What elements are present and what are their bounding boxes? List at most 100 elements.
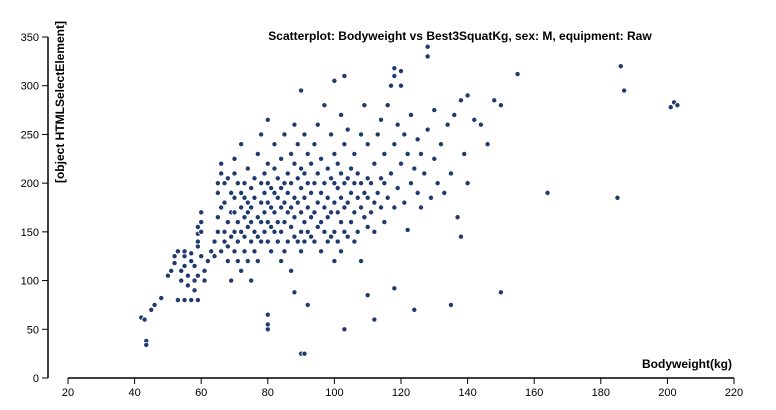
scatter-point (334, 160, 341, 167)
scatter-point (424, 53, 431, 60)
scatter-point (351, 209, 358, 216)
scatter-point (497, 289, 504, 296)
scatter-point (258, 238, 265, 245)
scatter-point (221, 180, 228, 187)
scatter-point (331, 199, 338, 206)
scatter-point (667, 104, 674, 111)
scatter-point (338, 170, 345, 177)
scatter-point (221, 228, 228, 235)
scatter-point (318, 248, 325, 255)
scatter-point (284, 170, 291, 177)
scatter-point (341, 141, 348, 148)
scatter-point (417, 204, 424, 211)
scatter-point (214, 214, 221, 221)
scatter-point (288, 180, 295, 187)
scatter-point (321, 204, 328, 211)
scatter-point (344, 199, 351, 206)
scatter-point (331, 228, 338, 235)
scatter-point (171, 260, 178, 267)
scatter-point (311, 238, 318, 245)
scatter-point (194, 223, 201, 230)
scatter-point (268, 185, 275, 192)
scatter-point (321, 228, 328, 235)
scatter-point (251, 175, 258, 182)
scatter-point (324, 238, 331, 245)
scatter-point (324, 214, 331, 221)
scatter-point (241, 233, 248, 240)
scatter-point (264, 219, 271, 226)
scatter-point (331, 150, 338, 157)
scatter-point (411, 165, 418, 172)
scatter-point (188, 258, 195, 265)
scatter-point (348, 165, 355, 172)
scatter-point (344, 233, 351, 240)
scatter-point (388, 82, 395, 89)
scatter-point (394, 185, 401, 192)
scatter-point (241, 180, 248, 187)
scatter-point (371, 316, 378, 323)
scatter-point (351, 180, 358, 187)
scatter-point (231, 170, 238, 177)
scatter-point (344, 126, 351, 133)
scatter-point (437, 141, 444, 148)
scatter-point (284, 238, 291, 245)
scatter-point (447, 170, 454, 177)
scatter-point (354, 170, 361, 177)
scatter-point (291, 233, 298, 240)
scatter-point (204, 258, 211, 265)
scatter-point (334, 238, 341, 245)
scatter-point (324, 165, 331, 172)
scatter-point (314, 223, 321, 230)
scatter-point (351, 238, 358, 245)
scatter-point (171, 253, 178, 260)
scatter-point (674, 102, 681, 109)
scatter-point (308, 160, 315, 167)
scatter-point (414, 189, 421, 196)
scatter-point (338, 248, 345, 255)
scatter-point (414, 136, 421, 143)
scatter-point (431, 155, 438, 162)
scatter-point (288, 267, 295, 274)
scatter-point (364, 175, 371, 182)
scatter-point (201, 267, 208, 274)
scatter-point (464, 92, 471, 99)
scatter-point (271, 209, 278, 216)
scatter-point (151, 301, 158, 308)
scatter-point (404, 150, 411, 157)
scatter-point (291, 214, 298, 221)
scatter-point (244, 199, 251, 206)
scatter-point (354, 194, 361, 201)
scatter-point (298, 185, 305, 192)
scatter-point (391, 204, 398, 211)
scatter-point (328, 131, 335, 138)
scatter-point (214, 228, 221, 235)
scatter-point (374, 189, 381, 196)
scatter-point (248, 238, 255, 245)
points-layer (138, 43, 681, 357)
scatter-point (224, 219, 231, 226)
scatter-point (364, 194, 371, 201)
scatter-point (181, 262, 188, 269)
scatter-point (421, 170, 428, 177)
scatter-point (238, 267, 245, 274)
scatter-point (384, 102, 391, 109)
x-axis-title: Bodyweight(kg) (642, 357, 732, 371)
scatter-point (244, 223, 251, 230)
scatter-point (218, 248, 225, 255)
scatter-point (228, 277, 235, 284)
scatter-point (181, 253, 188, 260)
scatter-point (364, 141, 371, 148)
scatter-point (264, 180, 271, 187)
scatter-point (304, 180, 311, 187)
scatter-point (231, 155, 238, 162)
scatter-point (274, 194, 281, 201)
scatter-point (268, 204, 275, 211)
scatter-point (211, 253, 218, 260)
scatter-point (401, 131, 408, 138)
scatter-point (314, 170, 321, 177)
scatter-point (328, 175, 335, 182)
scatter-point (348, 189, 355, 196)
scatter-point (281, 219, 288, 226)
scatter-point (348, 219, 355, 226)
scatter-point (391, 285, 398, 292)
